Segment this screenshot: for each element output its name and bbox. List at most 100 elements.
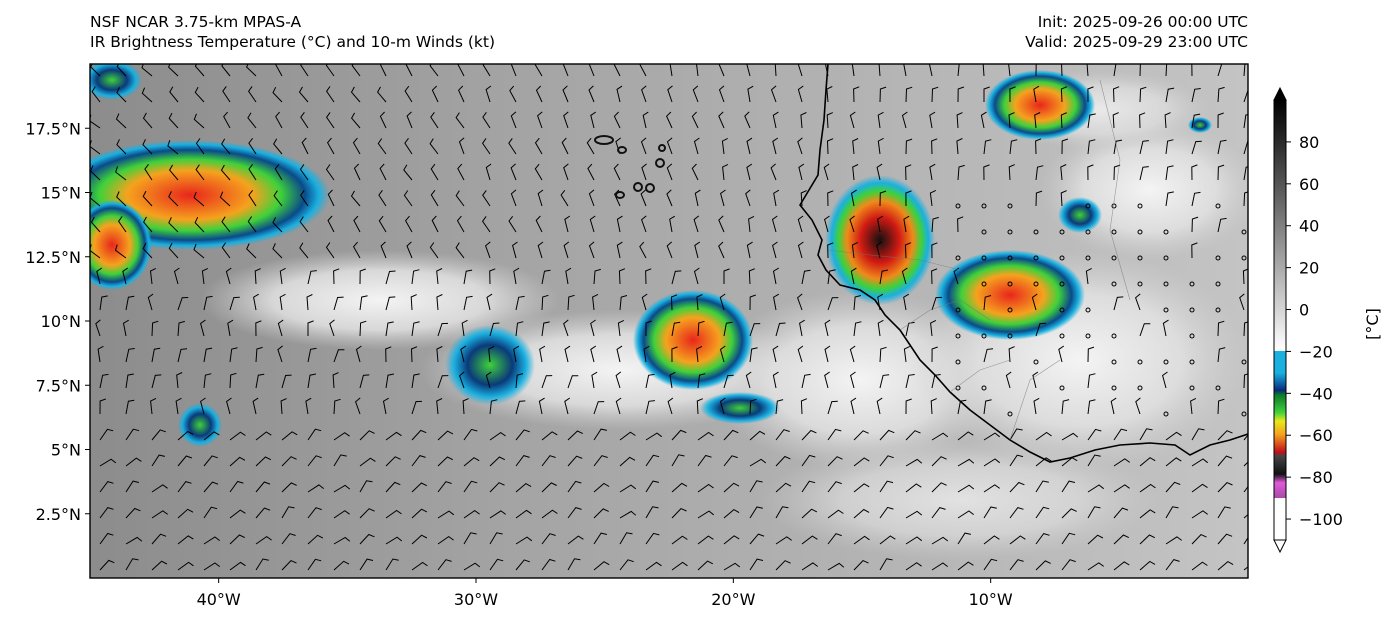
wind-barb: [642, 111, 649, 129]
wind-barb: [1217, 506, 1231, 519]
wind-barb: [588, 241, 595, 259]
wind-barb: [567, 535, 584, 545]
calm-wind-marker: [1111, 385, 1117, 391]
wind-barb: [827, 456, 843, 467]
wind-barb: [403, 190, 413, 207]
calm-wind-marker: [1189, 359, 1195, 365]
wind-barb: [1113, 139, 1123, 155]
wind-barb: [333, 432, 350, 441]
wind-barb: [254, 268, 261, 285]
wind-barb: [1087, 454, 1101, 467]
wind-barb: [510, 163, 517, 181]
wind-barb: [1113, 296, 1124, 311]
wind-barb: [248, 164, 257, 181]
wind-barb: [489, 431, 506, 441]
wind-barb: [486, 293, 493, 311]
wind-barb: [333, 398, 341, 415]
wind-barb: [125, 507, 141, 519]
wind-barb: [564, 215, 571, 233]
wind-barb: [905, 430, 921, 441]
wind-barb: [1191, 483, 1208, 493]
wind-barb: [221, 138, 231, 155]
wind-barb: [879, 429, 895, 441]
calm-wind-marker: [1137, 255, 1143, 261]
calm-wind-marker: [981, 333, 987, 339]
wind-barb: [281, 482, 297, 493]
wind-barb: [619, 431, 636, 441]
wind-barb: [541, 533, 556, 545]
wind-barb: [876, 241, 882, 259]
wind-barb: [168, 112, 179, 129]
wind-barb: [593, 532, 608, 545]
model-name: NSF NCAR 3.75-km MPAS-A: [90, 13, 302, 31]
wind-barb: [431, 215, 439, 233]
wind-barb: [1113, 458, 1130, 467]
wind-barb: [125, 536, 143, 545]
calm-wind-marker: [1215, 281, 1221, 287]
wind-barb: [280, 398, 287, 415]
wind-barb: [515, 509, 532, 519]
wind-barb: [1087, 484, 1105, 493]
wind-barb: [666, 189, 673, 207]
wind-barb: [221, 64, 231, 77]
calm-wind-marker: [955, 333, 961, 339]
wind-barb: [852, 138, 859, 155]
wind-barb: [826, 86, 833, 103]
wind-barb: [455, 190, 465, 207]
wind-barb: [307, 270, 317, 285]
wind-barb: [359, 295, 368, 311]
wind-barb: [411, 534, 428, 545]
wind-barb: [619, 532, 633, 545]
wind-barb: [696, 294, 703, 311]
init-time: Init: 2025-09-26 00:00 UTC: [1037, 13, 1248, 31]
wind-barb: [406, 241, 413, 259]
wind-barb: [437, 559, 452, 571]
wind-barb: [429, 138, 439, 155]
wind-barb: [539, 345, 546, 363]
wind-barb: [567, 294, 575, 311]
wind-barb: [277, 345, 283, 363]
wind-barb: [878, 64, 881, 77]
wind-barb: [515, 295, 525, 311]
wind-barb: [749, 430, 766, 441]
wind-barb: [385, 456, 401, 467]
wind-barb: [1033, 397, 1040, 415]
wind-barb: [378, 190, 387, 207]
wind-barb: [1242, 268, 1248, 285]
wind-barb: [879, 190, 887, 207]
wind-barb: [587, 163, 595, 181]
wind-barb: [430, 189, 439, 207]
wind-barb: [227, 319, 234, 337]
calm-wind-marker: [955, 255, 961, 261]
lon-tick-label: 10°W: [969, 590, 1013, 609]
calm-wind-marker: [1111, 333, 1117, 339]
wind-barb: [177, 430, 194, 441]
calm-wind-marker: [1033, 229, 1039, 235]
wind-barb: [538, 397, 545, 415]
wind-barb: [385, 373, 394, 389]
wind-barb: [463, 480, 478, 493]
wind-barb: [901, 267, 908, 285]
wind-barb: [305, 397, 312, 415]
wind-barb: [95, 319, 101, 337]
wind-barb: [489, 456, 506, 467]
wind-barb: [1035, 457, 1052, 467]
wind-barb: [1135, 397, 1141, 415]
wind-barb: [114, 244, 127, 259]
wind-barb: [255, 535, 272, 545]
wind-barb: [461, 319, 468, 337]
wind-barb: [849, 345, 856, 363]
wind-barb: [125, 457, 142, 467]
wind-barb: [718, 241, 725, 259]
calm-wind-marker: [1059, 385, 1065, 391]
wind-barb: [195, 164, 205, 181]
wind-barb: [125, 428, 140, 441]
wind-barb: [746, 163, 753, 181]
wind-barb: [332, 372, 339, 389]
wind-barb: [229, 431, 246, 441]
wind-barb: [561, 137, 569, 155]
wind-barb: [590, 111, 597, 129]
wind-barb: [853, 508, 870, 519]
wind-barb: [827, 400, 838, 415]
wind-barb: [535, 215, 543, 233]
